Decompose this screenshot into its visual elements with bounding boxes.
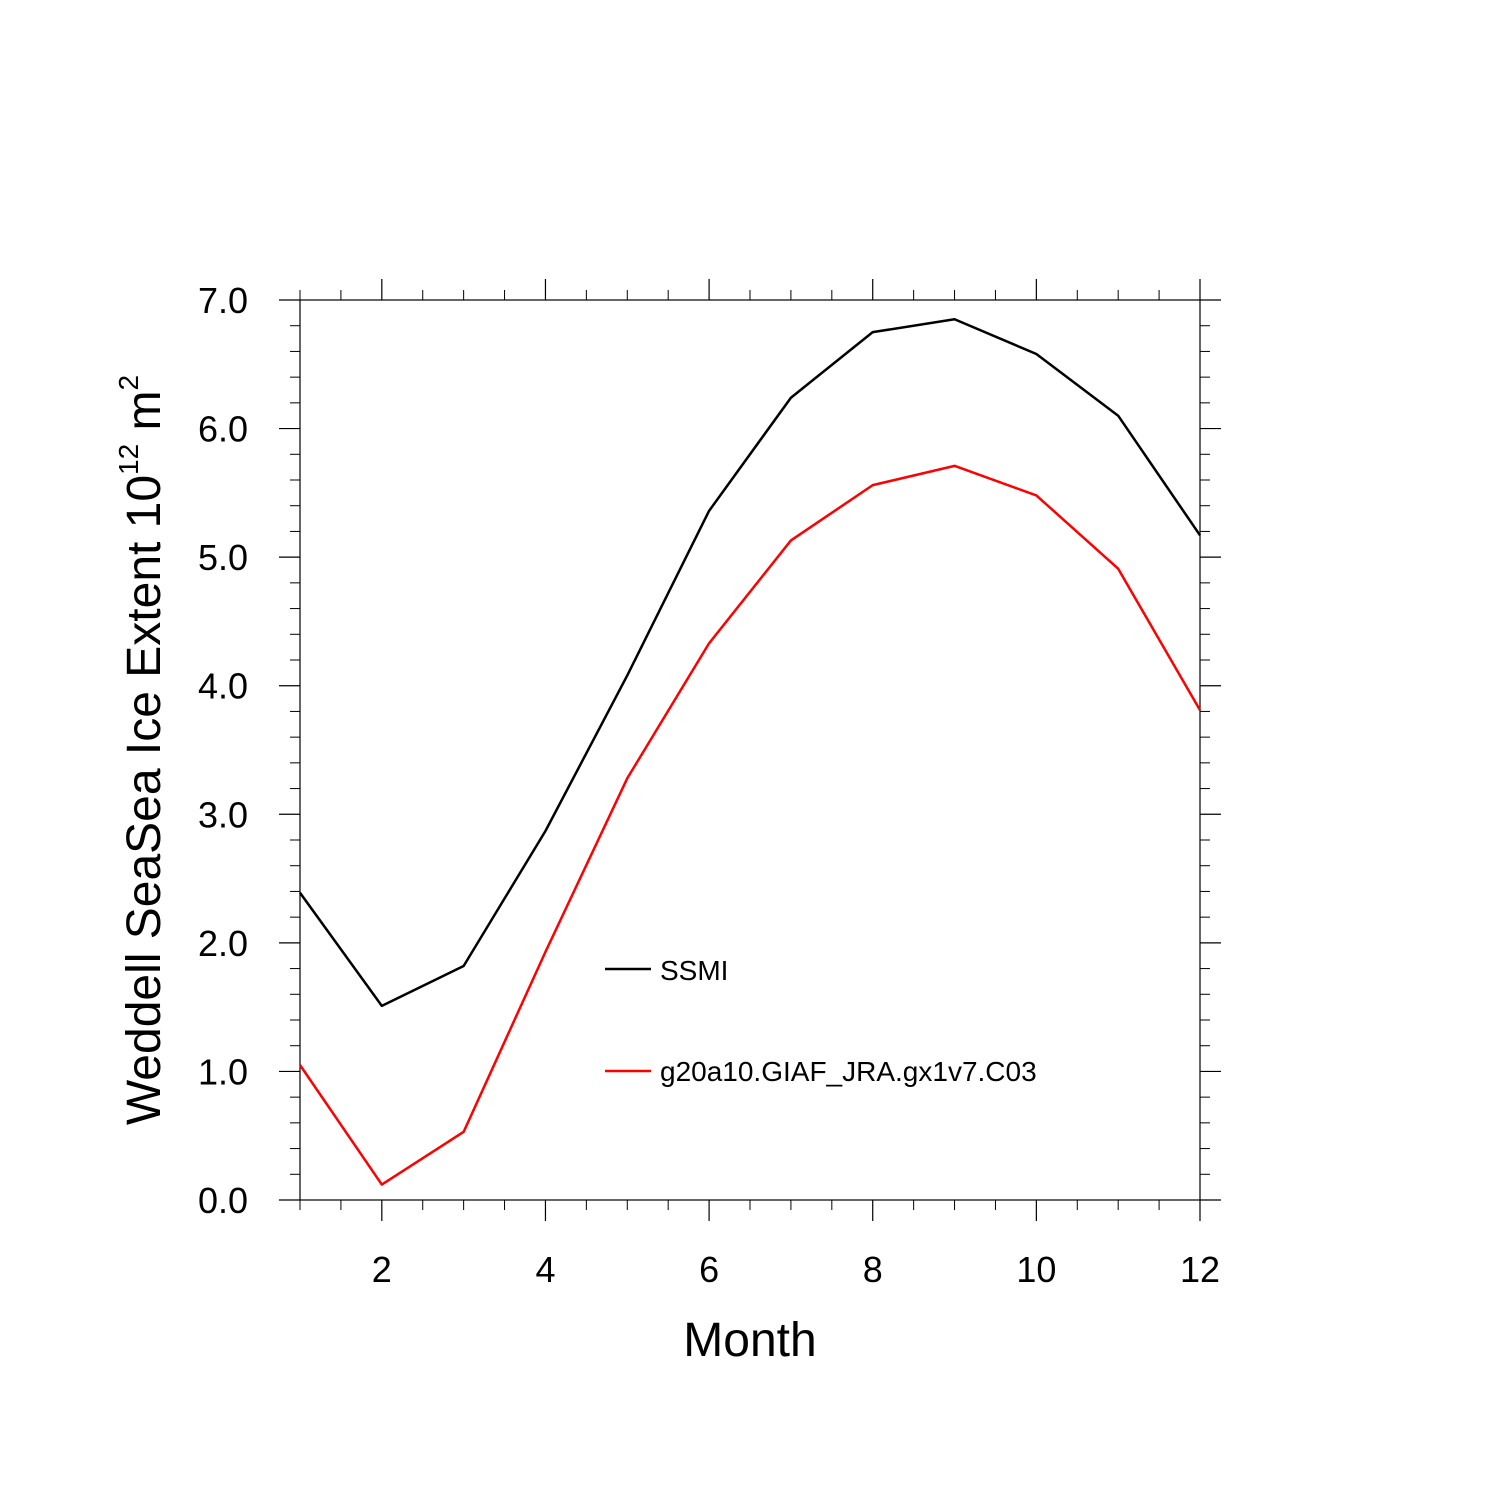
y-axis-title: Weddell SeaSea Ice Extent 1012 m2 <box>113 375 171 1125</box>
x-axis-title: Month <box>683 1314 816 1367</box>
y-tick-label: 5.0 <box>198 537 248 578</box>
plot-frame <box>299 299 1201 1201</box>
series-layer <box>298 318 1202 1186</box>
y-tick-label: 3.0 <box>198 794 248 835</box>
series-line-model <box>298 464 1202 1186</box>
tick-marks <box>279 279 1221 1221</box>
x-tick-label: 12 <box>1180 1249 1220 1290</box>
x-tick-label: 10 <box>1016 1249 1056 1290</box>
y-tick-label: 2.0 <box>198 923 248 964</box>
x-tick-labels: 2 4 6 8 10 12 <box>372 1249 1220 1290</box>
y-tick-labels: 0.0 1.0 2.0 3.0 4.0 5.0 6.0 7.0 <box>198 280 248 1221</box>
legend: SSMI g20a10.GIAF_JRA.gx1v7.C03 <box>605 955 1037 1087</box>
x-tick-label: 4 <box>535 1249 555 1290</box>
y-tick-label: 1.0 <box>198 1051 248 1092</box>
y-tick-label: 0.0 <box>198 1180 248 1221</box>
y-axis-title-unit: m <box>118 390 171 443</box>
series-line-ssmi <box>298 318 1202 1008</box>
x-tick-label: 2 <box>372 1249 392 1290</box>
y-axis-title-unit-exponent: 2 <box>113 375 144 391</box>
y-axis-title-exponent: 12 <box>113 444 144 475</box>
legend-label-model: g20a10.GIAF_JRA.gx1v7.C03 <box>660 1056 1037 1087</box>
y-axis-title-prefix: Weddell SeaSea Ice Extent 10 <box>118 475 171 1125</box>
y-tick-label: 6.0 <box>198 409 248 450</box>
legend-label-ssmi: SSMI <box>660 955 728 986</box>
x-tick-label: 8 <box>863 1249 883 1290</box>
y-tick-label: 7.0 <box>198 280 248 321</box>
y-tick-label: 4.0 <box>198 666 248 707</box>
x-tick-label: 6 <box>699 1249 719 1290</box>
